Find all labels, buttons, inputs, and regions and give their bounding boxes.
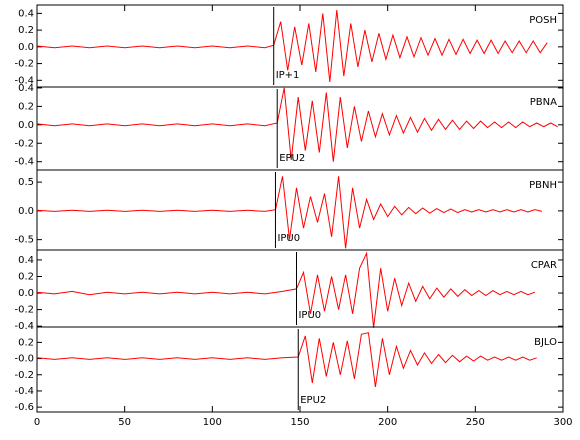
y-tick-label: 0.5: [18, 177, 34, 188]
x-tick-label: 200: [378, 417, 397, 428]
trace: [36, 87, 558, 162]
x-tick-label: 300: [553, 417, 572, 428]
y-tick-label: -0.2: [14, 370, 34, 381]
y-tick-label: 0.4: [18, 255, 34, 266]
y-tick-label: -0.2: [14, 138, 34, 149]
y-tick-label: 0.0: [18, 120, 34, 131]
y-tick-label: -0.2: [14, 305, 34, 316]
y-tick-label: -0.4: [14, 75, 34, 86]
y-tick-label: -0.5: [14, 235, 34, 246]
x-tick-label: 100: [203, 417, 222, 428]
trace: [36, 251, 536, 328]
station-label: CPAR: [531, 260, 557, 271]
trace: [36, 332, 537, 387]
y-tick-label: 0.4: [18, 8, 34, 19]
x-tick-label: 50: [118, 417, 131, 428]
y-tick-label: 0.0: [18, 288, 34, 299]
trace: [36, 176, 543, 249]
panel-frame: [36, 4, 564, 88]
x-tick-label: 0: [34, 417, 40, 428]
x-tick-label: 250: [466, 417, 485, 428]
y-tick-label: -0.0: [14, 354, 34, 365]
station-label: POSH: [529, 15, 557, 26]
pick-label: IP+1: [276, 70, 300, 81]
y-tick-label: -0.4: [14, 321, 34, 332]
x-tick-label: 150: [290, 417, 309, 428]
y-tick-label: 0.0: [18, 42, 34, 53]
y-tick-label: -0.4: [14, 157, 34, 168]
station-label: PBNA: [530, 97, 557, 108]
trace: [36, 9, 548, 83]
pick-label: IPU0: [298, 310, 321, 321]
y-tick-label: 0.2: [18, 337, 34, 348]
pick-label: IPU0: [277, 233, 300, 244]
y-tick-label: 0.2: [18, 271, 34, 282]
station-label: PBNH: [529, 180, 557, 191]
y-tick-label: -0.6: [14, 402, 34, 413]
y-tick-label: 0.4: [18, 83, 34, 94]
y-tick-label: 0.2: [18, 25, 34, 36]
y-tick-label: -0.2: [14, 59, 34, 70]
y-tick-label: 0.0: [18, 206, 34, 217]
station-label: BJLO: [534, 337, 557, 348]
y-tick-label: 0.2: [18, 101, 34, 112]
pick-label: EPU2: [279, 153, 305, 164]
y-tick-label: -0.4: [14, 386, 34, 397]
pick-label: EPU2: [300, 395, 326, 406]
